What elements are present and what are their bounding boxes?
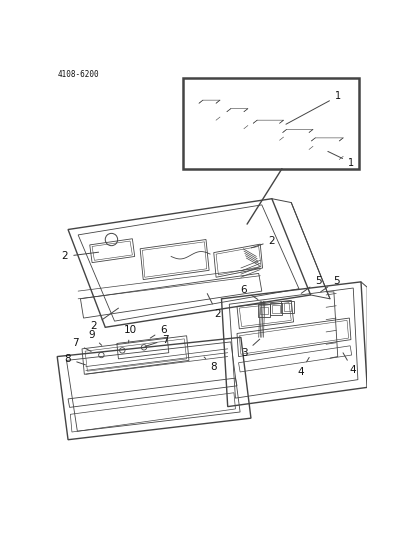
Bar: [183, 78, 359, 168]
Text: 6: 6: [150, 325, 167, 338]
Text: 8: 8: [65, 354, 86, 365]
Text: 5: 5: [301, 276, 322, 293]
Text: 1: 1: [286, 91, 341, 124]
Text: 2: 2: [207, 294, 221, 319]
Text: 9: 9: [88, 330, 102, 345]
Text: 2: 2: [90, 308, 118, 331]
Text: 3: 3: [242, 339, 260, 358]
Text: 10: 10: [124, 325, 137, 343]
Text: 7: 7: [145, 335, 169, 346]
Text: 2: 2: [62, 252, 99, 262]
Text: 2: 2: [251, 236, 275, 248]
Text: 8: 8: [204, 357, 217, 372]
Text: 6: 6: [240, 285, 258, 300]
Text: 1: 1: [328, 151, 354, 167]
Text: 4: 4: [297, 358, 309, 377]
Text: 4108-6200: 4108-6200: [57, 70, 99, 79]
Text: 4: 4: [343, 353, 357, 375]
Text: 5: 5: [321, 276, 339, 292]
Text: 7: 7: [73, 338, 91, 351]
